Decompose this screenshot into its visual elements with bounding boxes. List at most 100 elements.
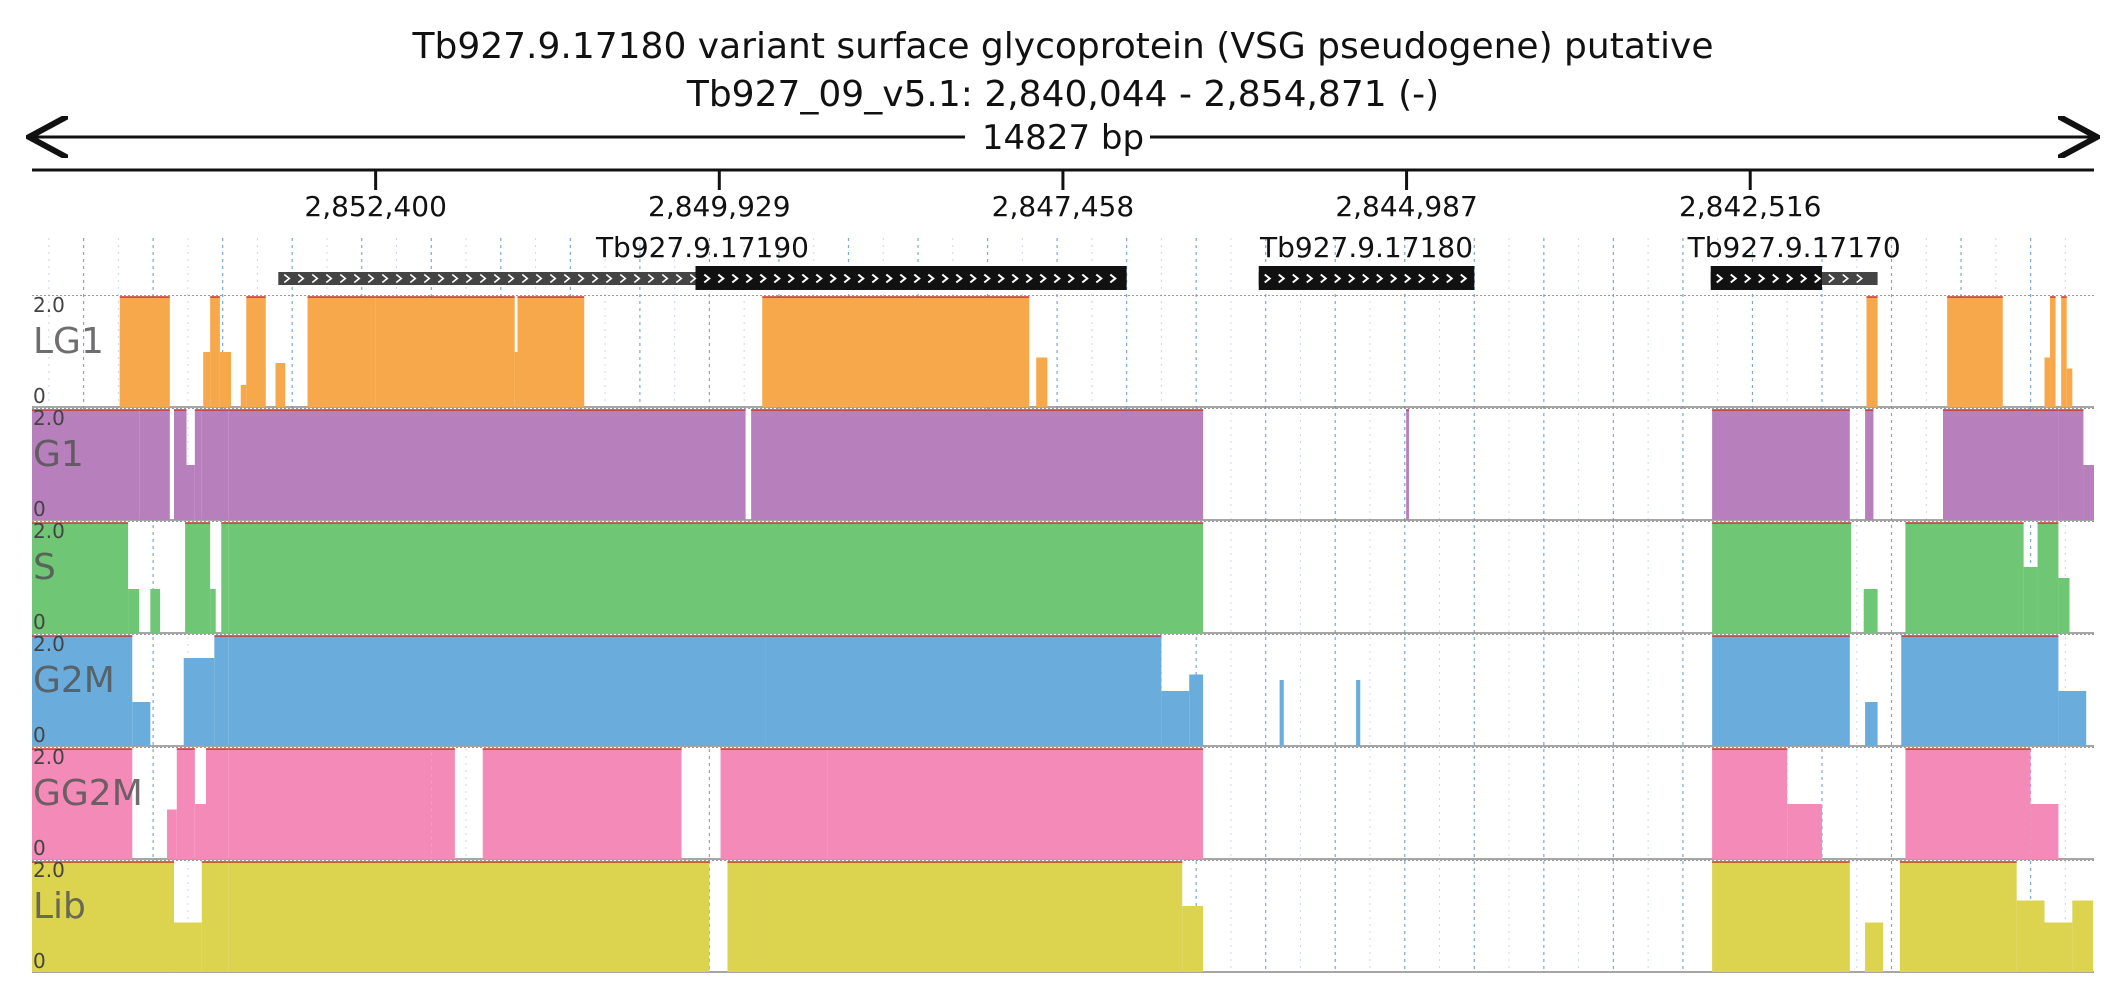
gene-models: Tb927.9.17190 Tb927.9.17180 Tb927.9.17170 <box>278 231 1901 290</box>
coverage-bar <box>2058 410 2084 520</box>
coverage-bar <box>1712 749 1788 859</box>
strand-chevron <box>1362 273 1370 284</box>
strand-chevron <box>367 273 375 284</box>
coverage-bar <box>2061 297 2067 407</box>
strand-chevron <box>325 273 333 284</box>
gene-cds <box>695 266 1127 290</box>
y-tick-label-max: 2.0 <box>33 745 65 769</box>
strand-chevron <box>815 273 823 284</box>
strand-chevron <box>1306 273 1314 284</box>
coverage-bar <box>132 702 151 746</box>
coverage-bar <box>307 297 376 407</box>
track-lg1: 2.0 0 LG1 <box>32 293 2094 408</box>
coverage-bar <box>1712 523 1852 633</box>
strand-chevron <box>801 273 809 284</box>
strand-chevron <box>1264 273 1272 284</box>
strand-chevron <box>507 273 515 284</box>
strand-chevron <box>661 273 669 284</box>
track-lib: 2.0 0 Lib <box>32 858 2094 973</box>
strand-chevron <box>1744 273 1752 284</box>
coverage-bar <box>1036 357 1048 407</box>
strand-chevron <box>745 273 753 284</box>
coverage-bar <box>201 410 229 520</box>
strand-chevron <box>1716 273 1724 284</box>
strand-chevron <box>1730 273 1738 284</box>
coverage-bar <box>2037 523 2059 633</box>
axis-tick-label: 2,849,929 <box>648 190 791 223</box>
strand-chevron <box>493 273 501 284</box>
strand-chevron <box>731 273 739 284</box>
strand-chevron <box>1081 273 1089 284</box>
coverage-bar <box>482 749 682 859</box>
strand-chevron <box>927 273 935 284</box>
coverage-bar <box>1905 749 2031 859</box>
gene-Tb927.9.17180[interactable]: Tb927.9.17180 <box>1258 231 1475 290</box>
coverage-bar <box>727 862 753 972</box>
coverage-bar <box>2072 900 2094 972</box>
y-tick-label-min: 0 <box>33 949 46 973</box>
gene-Tb927.9.17170[interactable]: Tb927.9.17170 <box>1687 231 1901 290</box>
coverage-bar <box>2050 297 2056 407</box>
strand-chevron <box>759 273 767 284</box>
chart-title: Tb927.9.17180 variant surface glycoprote… <box>412 26 1714 67</box>
coverage-bar <box>1942 410 2059 520</box>
coverage-bar <box>176 749 195 859</box>
strand-chevron <box>1095 273 1103 284</box>
coverage-bar <box>1787 804 1822 859</box>
coverage-bar <box>1712 862 1850 972</box>
track-gg2m: 2.0 0 GG2M <box>32 745 2094 860</box>
track-name-label: G2M <box>33 660 115 701</box>
coverage-bar <box>210 589 216 633</box>
strand-chevron <box>381 273 389 284</box>
coverage-bar <box>1182 906 1204 972</box>
track-name-label: G1 <box>33 434 84 475</box>
strand-chevron <box>843 273 851 284</box>
y-tick-label-min: 0 <box>33 497 46 521</box>
strand-chevron <box>647 273 655 284</box>
gene-Tb927.9.17190[interactable]: Tb927.9.17190 <box>278 231 1127 290</box>
track-g2m: 2.0 0 G2M <box>32 632 2094 747</box>
strand-chevron <box>1800 273 1808 284</box>
axis-tick-label: 2,842,516 <box>1679 190 1822 223</box>
gene-cds <box>1710 266 1822 290</box>
coverage-bar <box>139 410 170 520</box>
coverage-bar <box>194 410 202 520</box>
strand-chevron <box>1278 273 1286 284</box>
strand-chevron <box>563 273 571 284</box>
coverage-bar <box>228 410 321 520</box>
coverage-bar <box>205 749 229 859</box>
coverage-bar <box>119 297 170 407</box>
coverage-bar <box>201 862 229 972</box>
coverage-bar <box>1865 410 1874 520</box>
strand-chevron <box>437 273 445 284</box>
coverage-bar <box>320 410 746 520</box>
span-length-label: 14827 bp <box>982 118 1144 158</box>
strand-chevron <box>409 273 417 284</box>
strand-chevron <box>1856 273 1864 284</box>
strand-chevron <box>675 273 683 284</box>
coverage-bar <box>185 523 211 633</box>
axis-tick-label: 2,852,400 <box>304 190 447 223</box>
strand-chevron <box>773 273 781 284</box>
coverage-bar <box>1863 589 1878 633</box>
coverage-bar <box>827 749 1204 859</box>
strand-chevron <box>1053 273 1061 284</box>
coverage-bar <box>2023 567 2038 633</box>
coverage-bar <box>173 410 187 520</box>
strand-chevron <box>1292 273 1300 284</box>
strand-chevron <box>1109 273 1117 284</box>
coverage-bar <box>186 465 195 520</box>
coverage-bar <box>221 523 229 633</box>
strand-chevron <box>1418 273 1426 284</box>
coverage-bar <box>2044 922 2073 972</box>
strand-chevron <box>1772 273 1780 284</box>
coverage-bar <box>765 636 1162 746</box>
strand-chevron <box>885 273 893 284</box>
strand-chevron <box>619 273 627 284</box>
strand-chevron <box>1067 273 1075 284</box>
strand-chevron <box>871 273 879 284</box>
strand-chevron <box>689 273 697 284</box>
coverage-bar <box>173 922 202 972</box>
coverage-bar <box>32 410 140 520</box>
